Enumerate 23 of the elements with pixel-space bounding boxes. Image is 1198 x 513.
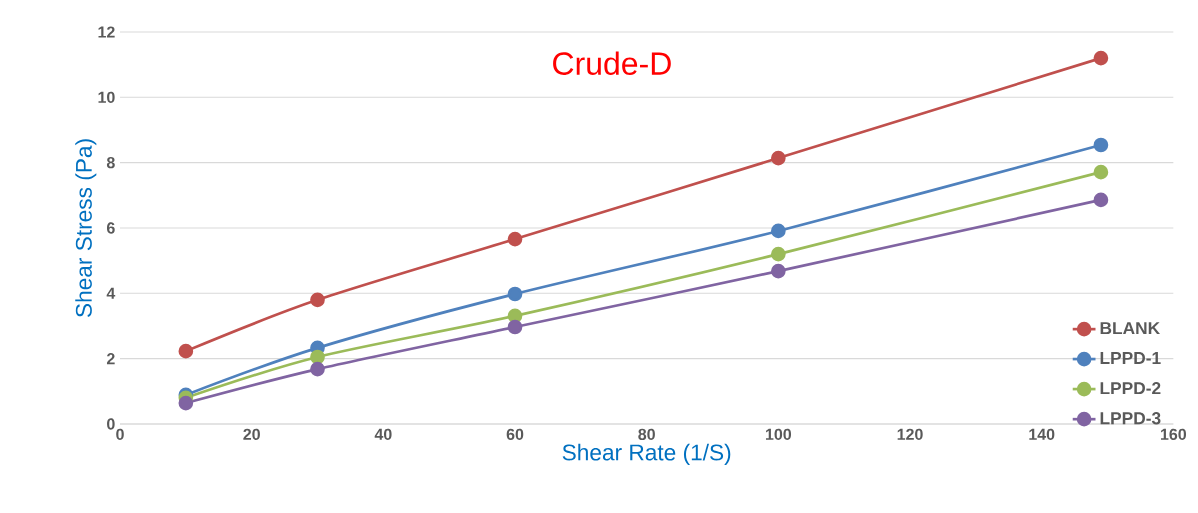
- x-tick-label: 80: [638, 428, 655, 441]
- x-tick-label: 100: [766, 428, 792, 441]
- x-tick-label: 20: [243, 428, 260, 441]
- x-tick-label: 140: [1029, 428, 1055, 441]
- x-tick-label: 0: [116, 428, 124, 441]
- y-axis-title: Shear Stress (Pa): [75, 139, 97, 318]
- y-tick-label: 4: [106, 287, 116, 299]
- y-tick-label: 12: [98, 26, 115, 38]
- chart-title: Crude-D: [553, 51, 671, 75]
- y-tick-label: 6: [106, 222, 115, 234]
- x-tick-label: 40: [374, 428, 392, 441]
- x-axis-title: Shear Rate (1/S): [562, 443, 731, 465]
- y-tick-label: 8: [106, 157, 115, 169]
- legend-label: BLANK: [1100, 322, 1160, 335]
- x-tick-label: 60: [506, 428, 524, 441]
- y-tick-label: 0: [107, 418, 115, 430]
- x-tick-label: 160: [1160, 428, 1187, 441]
- y-tick-label: 10: [98, 91, 115, 103]
- legend-label: LPPD-3: [1100, 412, 1161, 425]
- legend-label: LPPD-1: [1100, 352, 1161, 365]
- legend-label: LPPD-2: [1100, 382, 1161, 395]
- x-tick-label: 120: [897, 428, 923, 441]
- y-tick-label: 2: [106, 353, 115, 365]
